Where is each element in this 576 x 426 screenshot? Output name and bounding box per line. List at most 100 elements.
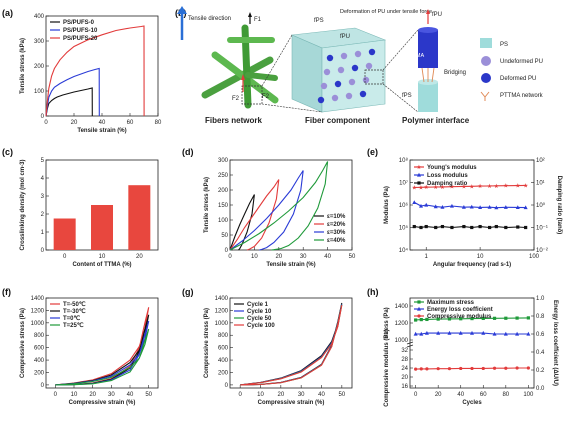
x-axis-label: Compressive strain (%) xyxy=(69,400,136,406)
y-tick-label: 1200 xyxy=(31,308,45,314)
force-f2-label: F2 xyxy=(232,96,240,102)
y2-tick-label: 0.4 xyxy=(536,350,545,356)
legend-entry: ε=40% xyxy=(327,238,346,244)
x-tick-label: 40 xyxy=(99,120,106,126)
data-point xyxy=(417,306,421,311)
data-point xyxy=(469,204,474,209)
schematic-b: Tensile direction F1 F2 F2 Fibers networ… xyxy=(177,6,544,125)
y-tick-label: 200 xyxy=(218,370,229,376)
x-tick-label: 30 xyxy=(300,254,307,260)
y-tick-label: 20 xyxy=(401,375,408,381)
x-tick-label: 100 xyxy=(529,254,540,260)
data-point: ★ xyxy=(523,182,528,189)
data-point: ★ xyxy=(461,183,466,190)
data-point xyxy=(515,366,519,370)
data-point xyxy=(494,224,498,229)
y-tick-label: 5 xyxy=(41,158,45,164)
y-tick-label: 0 xyxy=(41,114,45,120)
legend-undeformed-pu-swatch xyxy=(481,56,491,66)
cube-particle xyxy=(348,78,356,86)
y2-tick-label: 10² xyxy=(536,158,545,164)
y-tick-label: 50 xyxy=(221,233,228,239)
cube-particle xyxy=(351,64,359,72)
force-f2b-label: F2 xyxy=(262,94,270,100)
data-point xyxy=(414,367,418,371)
series-line xyxy=(414,201,526,209)
legend-entry: T=0℃ xyxy=(63,315,81,322)
legend-entry: T=25℃ xyxy=(63,322,84,329)
x-tick-label: 20 xyxy=(275,254,282,260)
legend-entry: Cycle 10 xyxy=(247,309,272,315)
y-tick-label: 100 xyxy=(34,89,45,95)
fiber-component-label: Fiber component xyxy=(305,116,370,125)
legend-entry: ε=20% xyxy=(327,222,346,228)
series-line xyxy=(240,304,343,386)
data-point xyxy=(516,225,520,229)
legend-pttma: PTTMA network xyxy=(500,93,544,99)
bar xyxy=(128,185,151,250)
y-tick-label: 10⁶ xyxy=(399,202,409,209)
data-point xyxy=(481,316,485,321)
y-tick-label: 0 xyxy=(41,383,45,389)
x-tick-label: 40 xyxy=(457,392,464,398)
y-tick-label: 400 xyxy=(218,358,229,364)
data-point xyxy=(425,367,429,371)
x-tick-label: 20 xyxy=(71,120,78,126)
panel-label-g: (g) xyxy=(182,287,194,297)
x-tick-label: 0 xyxy=(54,392,58,398)
legend-entry: Compressive modulus xyxy=(427,314,492,320)
data-point xyxy=(413,331,418,336)
y-tick-label: 400 xyxy=(34,14,45,20)
x-tick-label: 10 xyxy=(251,254,258,260)
legend-entry: Energy loss coefficient xyxy=(427,307,493,313)
data-point xyxy=(481,330,486,335)
data-point: ★ xyxy=(418,184,423,191)
y2-tick-label: 0.8 xyxy=(536,314,545,320)
data-point: ★ xyxy=(477,183,482,190)
data-point xyxy=(462,224,466,229)
cube-particle xyxy=(337,66,345,74)
y-axis-label: Compressive stress (Pa) xyxy=(20,308,26,378)
data-point xyxy=(459,366,463,371)
y2-tick-label: 10¹ xyxy=(536,181,545,187)
data-point: ★ xyxy=(494,183,499,190)
data-point xyxy=(481,366,485,371)
x-tick-label: 20 xyxy=(136,254,143,260)
cube-particle xyxy=(359,90,367,98)
series-line xyxy=(229,179,280,251)
data-point xyxy=(492,366,497,370)
x-tick-label: 10 xyxy=(71,392,78,398)
legend-undeformed-pu: Undeformed PU xyxy=(500,59,543,65)
data-point xyxy=(447,317,452,321)
y-tick-label: 1400 xyxy=(215,296,229,302)
plot-frame-f xyxy=(45,297,159,389)
tensile-arrowhead xyxy=(177,6,187,14)
x-tick-label: 50 xyxy=(338,392,345,398)
y-tick-label: 1400 xyxy=(31,296,45,302)
y-tick-label: 800 xyxy=(218,333,229,339)
y-axis-label-top: Stress (Pa) xyxy=(384,307,390,338)
panel-label-h: (h) xyxy=(367,287,379,297)
data-point xyxy=(470,330,474,335)
x-tick-label: 0 xyxy=(414,392,418,398)
data-point: ★ xyxy=(515,183,520,190)
schematic-legend: PS Undeformed PU Deformed PU PTTMA netwo… xyxy=(480,38,544,101)
data-point xyxy=(424,224,428,229)
data-point xyxy=(488,225,492,230)
x-tick-label: 60 xyxy=(127,120,134,126)
cube-particle xyxy=(345,92,353,100)
x-tick-label: 50 xyxy=(349,254,356,260)
series-line xyxy=(45,25,145,117)
data-point xyxy=(503,331,508,336)
cube-particle xyxy=(362,76,370,84)
y-axis-label: Tensile stress (kPa) xyxy=(20,38,26,94)
data-point xyxy=(436,330,441,335)
legend-entry: Cycle 50 xyxy=(247,316,272,322)
legend-entry: Cycle 1 xyxy=(247,302,269,308)
y-axis-label: Compressive stress (Pa) xyxy=(204,308,210,378)
y-axis-label-bottom: Compressive modulus (Pa) xyxy=(384,329,390,406)
legend-entry: PS/PUFS-0 xyxy=(63,20,95,26)
y-tick-label: 300 xyxy=(218,158,229,164)
x-tick-label: 10 xyxy=(99,254,106,260)
